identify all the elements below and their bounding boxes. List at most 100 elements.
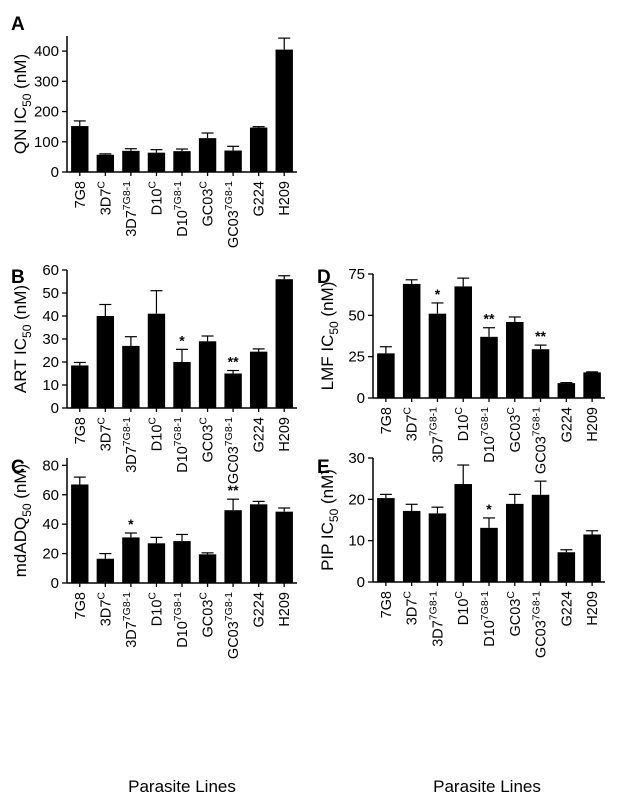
y-tick-label: 0 (51, 575, 59, 592)
x-tick-label-superscript: C (198, 181, 210, 189)
x-tick-label: GC037G8-1 (223, 592, 242, 659)
x-tick-label: D107G8-1 (172, 181, 191, 237)
x-tick-label: G224 (559, 407, 575, 442)
panel-label: B (11, 267, 25, 288)
x-tick-label: G224 (559, 591, 575, 626)
x-tick-label-base: 3D7 (98, 600, 114, 627)
x-tick-label-superscript: 7G8-1 (223, 417, 235, 446)
bar (96, 154, 115, 172)
y-tick-label: 20 (348, 491, 365, 508)
bar (506, 503, 524, 582)
x-tick-label-superscript: C (402, 407, 414, 415)
bar (249, 127, 268, 172)
bar (249, 504, 268, 583)
x-tick-label-superscript: 7G8-1 (479, 407, 491, 436)
x-tick-label-base: H209 (585, 591, 601, 626)
bar (377, 498, 395, 582)
y-axis-title-subscript: 50 (20, 93, 34, 107)
bar (122, 345, 140, 408)
x-tick-label: 7G8 (73, 417, 89, 444)
x-tick-label: D107G8-1 (479, 407, 498, 463)
bar (454, 286, 472, 398)
panel-label: C (11, 457, 25, 478)
x-tick-label-base: D10 (149, 600, 165, 627)
bar (557, 552, 576, 582)
x-tick-label-superscript: 7G8-1 (479, 591, 491, 620)
x-tick-label-superscript: C (198, 417, 210, 425)
x-tick-label-base: 3D7 (98, 189, 114, 216)
x-tick-label-base: D10 (482, 620, 498, 647)
bar (71, 484, 89, 583)
bar (583, 534, 601, 582)
x-tick-label: H209 (585, 591, 601, 626)
y-axis-title-main: PIP IC (318, 522, 337, 571)
significance-marker: ** (228, 482, 239, 498)
y-axis-title: PIP IC50 (nM) (318, 469, 341, 571)
y-tick-label: 0 (357, 390, 365, 407)
y-tick-label: 200 (34, 104, 59, 121)
x-tick-label-base: H209 (277, 417, 293, 452)
y-tick-label: 60 (42, 262, 59, 279)
x-tick-label: GC03C (505, 407, 524, 453)
x-tick-label-base: G224 (252, 181, 268, 216)
y-axis-title-main: ART IC (11, 338, 30, 393)
y-tick-label: 30 (348, 450, 365, 467)
x-tick-label-superscript: C (505, 407, 517, 415)
y-axis-title-unit: (nM) (318, 282, 337, 322)
bar (173, 362, 191, 408)
x-tick-label-superscript: C (95, 592, 107, 600)
x-tick-label-base: GC03 (534, 436, 550, 474)
x-tick-label: D10C (146, 592, 165, 627)
bar (275, 49, 293, 172)
x-tick-label: G224 (252, 592, 268, 627)
x-tick-label-base: 3D7 (430, 436, 446, 463)
x-tick-label: D10C (146, 417, 165, 452)
significance-marker: * (128, 516, 134, 532)
x-tick-label-base: GC03 (226, 446, 242, 484)
x-tick-label-base: 7G8 (379, 591, 395, 618)
significance-marker: ** (484, 311, 495, 327)
bar (275, 511, 293, 583)
x-tick-label-base: H209 (585, 407, 601, 442)
significance-marker: * (435, 286, 441, 302)
y-axis-title-unit: (nM) (318, 469, 337, 509)
x-tick-label-superscript: 7G8-1 (427, 591, 439, 620)
bar (249, 351, 268, 408)
x-tick-label: GC03C (198, 592, 217, 638)
x-tick-label: GC037G8-1 (531, 591, 550, 658)
y-axis-title: ART IC50 (nM) (11, 285, 34, 393)
x-tick-label-base: D10 (175, 210, 191, 237)
y-axis-title-main: mdADQ (11, 517, 30, 577)
x-tick-label: 3D7C (402, 591, 421, 626)
x-tick-label: GC037G8-1 (531, 407, 550, 474)
x-tick-label: 3D77G8-1 (121, 417, 140, 473)
x-tick-label: D10C (453, 591, 472, 626)
significance-marker: ** (535, 328, 546, 344)
x-tick-label-base: G224 (252, 592, 268, 627)
x-tick-label: 7G8 (73, 592, 89, 619)
bar (198, 341, 217, 408)
bar (275, 279, 293, 408)
y-tick-label: 40 (42, 516, 59, 533)
x-tick-label-base: H209 (277, 592, 293, 627)
x-tick-label-base: 3D7 (124, 446, 140, 473)
bar (377, 353, 395, 398)
x-tick-label-base: GC03 (534, 620, 550, 658)
y-axis-title-subscript: 50 (327, 508, 341, 522)
bar (480, 336, 498, 398)
y-axis-title-unit: (nM) (11, 285, 30, 325)
x-tick-label-base: H209 (277, 181, 293, 216)
panel-label: A (11, 14, 25, 35)
bar (96, 558, 115, 583)
x-tick-label-superscript: C (402, 591, 414, 599)
x-tick-label: 3D7C (95, 417, 114, 452)
bar (454, 484, 472, 582)
y-axis-title: QN IC50 (nM) (11, 54, 34, 154)
y-tick-label: 0 (51, 400, 59, 417)
x-tick-label-base: 3D7 (124, 210, 140, 237)
x-tick-label-base: D10 (149, 425, 165, 452)
x-tick-label-superscript: C (95, 181, 107, 189)
y-tick-label: 0 (357, 574, 365, 591)
